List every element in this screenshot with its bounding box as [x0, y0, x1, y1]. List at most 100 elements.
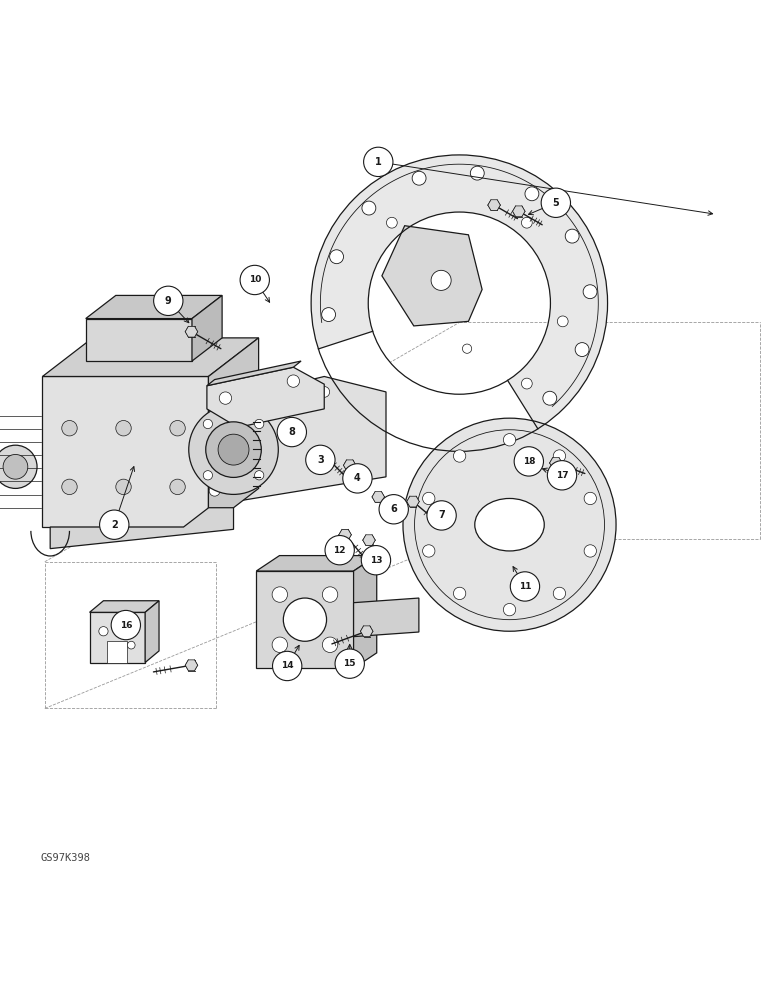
- Circle shape: [240, 265, 269, 295]
- Polygon shape: [50, 508, 233, 549]
- Circle shape: [584, 545, 597, 557]
- Circle shape: [170, 479, 185, 495]
- Polygon shape: [372, 492, 384, 502]
- Polygon shape: [42, 376, 208, 527]
- Circle shape: [325, 536, 354, 565]
- Circle shape: [127, 641, 135, 649]
- Circle shape: [100, 510, 129, 539]
- Circle shape: [453, 587, 466, 600]
- Text: 3: 3: [317, 455, 323, 465]
- Text: 9: 9: [165, 296, 171, 306]
- Circle shape: [379, 495, 408, 524]
- Circle shape: [272, 637, 287, 652]
- Polygon shape: [107, 641, 127, 663]
- Circle shape: [188, 405, 278, 494]
- Circle shape: [0, 445, 37, 488]
- Circle shape: [403, 418, 616, 631]
- Polygon shape: [185, 660, 198, 671]
- Circle shape: [554, 450, 566, 462]
- Circle shape: [99, 627, 108, 636]
- Text: 2: 2: [111, 520, 117, 530]
- Text: 6: 6: [391, 504, 397, 514]
- Polygon shape: [407, 496, 419, 507]
- Circle shape: [273, 651, 302, 681]
- Circle shape: [565, 229, 579, 243]
- Polygon shape: [318, 331, 538, 451]
- Circle shape: [255, 471, 264, 480]
- Polygon shape: [339, 529, 351, 540]
- Circle shape: [203, 419, 212, 429]
- Text: 1: 1: [375, 157, 381, 167]
- Polygon shape: [207, 367, 324, 427]
- Circle shape: [431, 270, 451, 290]
- Circle shape: [547, 461, 577, 490]
- Text: 5: 5: [553, 198, 559, 208]
- Circle shape: [557, 316, 568, 327]
- Circle shape: [503, 603, 516, 616]
- Text: 12: 12: [334, 546, 346, 555]
- Circle shape: [62, 479, 77, 495]
- Circle shape: [462, 344, 472, 353]
- Polygon shape: [256, 556, 377, 571]
- Polygon shape: [354, 598, 419, 637]
- Circle shape: [521, 217, 532, 228]
- Circle shape: [283, 598, 327, 641]
- Polygon shape: [488, 200, 500, 210]
- Circle shape: [116, 479, 131, 495]
- Polygon shape: [344, 460, 356, 471]
- Circle shape: [519, 453, 539, 473]
- Text: 10: 10: [249, 275, 261, 284]
- Text: 15: 15: [344, 659, 356, 668]
- Polygon shape: [311, 155, 608, 451]
- Circle shape: [218, 434, 249, 465]
- Text: 13: 13: [370, 556, 382, 565]
- Circle shape: [503, 434, 516, 446]
- Text: 11: 11: [519, 582, 531, 591]
- Circle shape: [387, 217, 398, 228]
- Text: 18: 18: [523, 457, 535, 466]
- Circle shape: [209, 485, 220, 496]
- Polygon shape: [513, 206, 525, 217]
- Polygon shape: [382, 226, 482, 326]
- Circle shape: [323, 587, 338, 602]
- Circle shape: [322, 308, 336, 322]
- Circle shape: [219, 392, 232, 404]
- Polygon shape: [256, 571, 354, 668]
- Text: 14: 14: [281, 661, 293, 670]
- Circle shape: [575, 343, 589, 357]
- Circle shape: [154, 286, 183, 315]
- Polygon shape: [363, 535, 375, 545]
- Polygon shape: [86, 319, 192, 361]
- Text: 16: 16: [120, 621, 132, 630]
- Polygon shape: [145, 601, 159, 663]
- Polygon shape: [86, 295, 222, 319]
- Polygon shape: [90, 601, 159, 612]
- Circle shape: [364, 147, 393, 177]
- Circle shape: [412, 171, 426, 185]
- Circle shape: [524, 458, 533, 468]
- Circle shape: [330, 250, 344, 264]
- Circle shape: [209, 414, 220, 425]
- Circle shape: [319, 387, 330, 397]
- Circle shape: [422, 545, 435, 557]
- Circle shape: [3, 454, 28, 479]
- Circle shape: [277, 417, 306, 447]
- Circle shape: [584, 492, 597, 505]
- Circle shape: [361, 546, 391, 575]
- Circle shape: [116, 420, 131, 436]
- Text: 4: 4: [354, 473, 361, 483]
- Circle shape: [510, 572, 540, 601]
- Polygon shape: [192, 295, 222, 361]
- Circle shape: [541, 188, 571, 217]
- Circle shape: [255, 419, 264, 429]
- Circle shape: [521, 378, 532, 389]
- Polygon shape: [90, 612, 145, 663]
- Circle shape: [470, 166, 484, 180]
- Circle shape: [514, 447, 543, 476]
- Circle shape: [287, 375, 300, 387]
- Polygon shape: [317, 448, 329, 459]
- Polygon shape: [550, 458, 562, 468]
- Circle shape: [362, 201, 376, 215]
- Text: 8: 8: [289, 427, 295, 437]
- Polygon shape: [42, 338, 259, 376]
